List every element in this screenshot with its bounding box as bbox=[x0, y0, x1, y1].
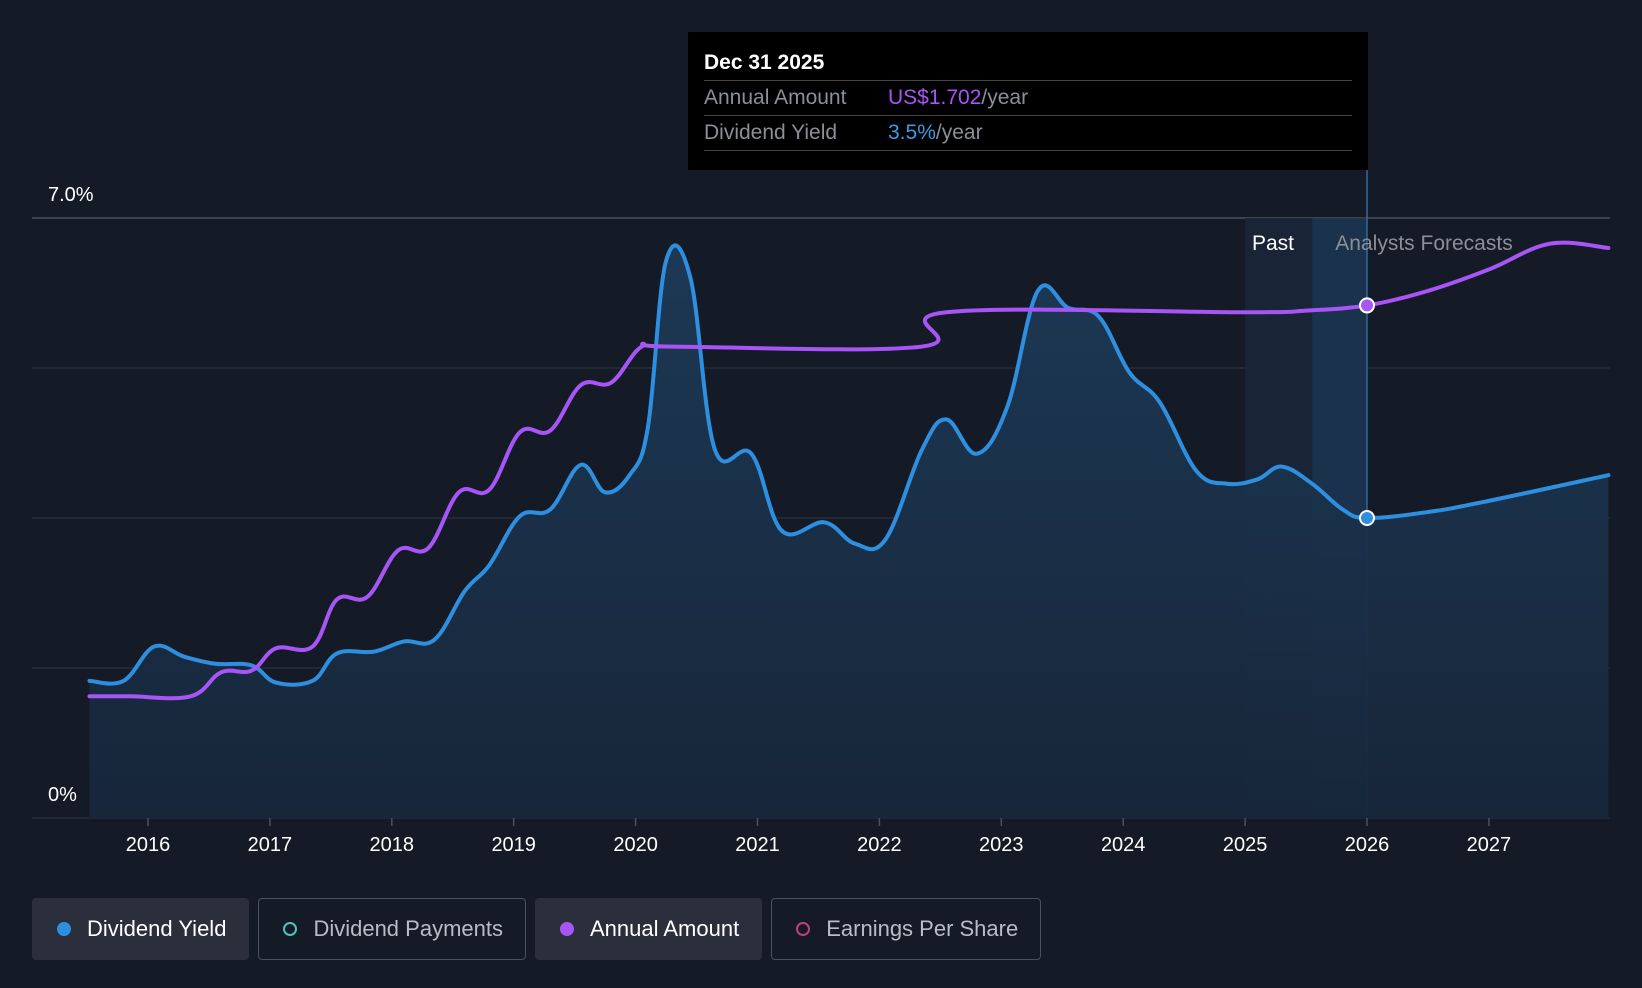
past-label: Past bbox=[1252, 232, 1294, 255]
legend-label: Earnings Per Share bbox=[826, 916, 1019, 941]
x-tick-label: 2020 bbox=[613, 834, 658, 856]
annual-amount-marker bbox=[1359, 297, 1375, 314]
tooltip-label: Annual Amount bbox=[704, 86, 847, 109]
legend-dividend-yield[interactable]: Dividend Yield bbox=[32, 898, 250, 960]
x-axis: 2016 2017 2018 2019 2020 2021 2022 2023 2024 2025… bbox=[126, 818, 1511, 856]
legend-label: Dividend Payments bbox=[313, 916, 503, 941]
legend-label: Annual Amount bbox=[589, 916, 740, 941]
y-top-label: 7.0% bbox=[48, 184, 94, 206]
dividend-yield-line bbox=[87, 243, 1611, 687]
annual-amount-line bbox=[87, 240, 1611, 701]
dividend-yield-area bbox=[89, 245, 1609, 818]
legend-dot-icon bbox=[283, 922, 298, 936]
tooltip-label: Dividend Yield bbox=[704, 121, 838, 144]
legend: Dividend Yield Dividend Payments Annual … bbox=[32, 898, 1042, 960]
tooltip-date: Dec 31 2025 bbox=[704, 46, 1352, 81]
highlight-markers bbox=[1359, 297, 1375, 526]
legend-earnings-per-share[interactable]: Earnings Per Share bbox=[771, 898, 1042, 960]
x-tick-label: 2017 bbox=[248, 834, 293, 856]
tooltip-unit: /year bbox=[981, 86, 1029, 109]
tooltip-unit: /year bbox=[935, 121, 983, 144]
x-tick-label: 2019 bbox=[491, 834, 536, 856]
forecast-label: Analysts Forecasts bbox=[1335, 232, 1512, 255]
tooltip-row-annual-amount: Annual Amount US$1.702 /year bbox=[704, 81, 1352, 116]
x-tick-label: 2023 bbox=[979, 834, 1024, 856]
tooltip: Dec 31 2025 Annual Amount US$1.702 /year… bbox=[688, 32, 1368, 170]
x-tick-label: 2024 bbox=[1101, 834, 1146, 856]
x-tick-label: 2016 bbox=[126, 834, 171, 856]
y-bottom-label: 0% bbox=[48, 784, 77, 806]
x-tick-label: 2026 bbox=[1345, 834, 1390, 856]
series-lines bbox=[87, 240, 1611, 701]
x-tick-label: 2018 bbox=[370, 834, 415, 856]
legend-label: Dividend Yield bbox=[87, 916, 227, 941]
legend-dot-icon bbox=[796, 922, 811, 936]
tooltip-value: US$1.702 bbox=[888, 86, 982, 109]
x-tick-label: 2027 bbox=[1467, 834, 1512, 856]
dividend-yield-marker bbox=[1359, 510, 1375, 526]
tooltip-value: 3.5% bbox=[888, 121, 936, 144]
legend-annual-amount[interactable]: Annual Amount bbox=[534, 898, 763, 960]
x-tick-label: 2021 bbox=[735, 834, 780, 856]
x-tick-label: 2022 bbox=[857, 834, 902, 856]
legend-dot-icon bbox=[559, 922, 574, 936]
x-tick-label: 2025 bbox=[1223, 834, 1268, 856]
tooltip-row-dividend-yield: Dividend Yield 3.5% /year bbox=[704, 116, 1352, 151]
yield-area bbox=[89, 245, 1609, 818]
legend-dividend-payments[interactable]: Dividend Payments bbox=[258, 898, 526, 960]
legend-dot-icon bbox=[57, 922, 71, 936]
